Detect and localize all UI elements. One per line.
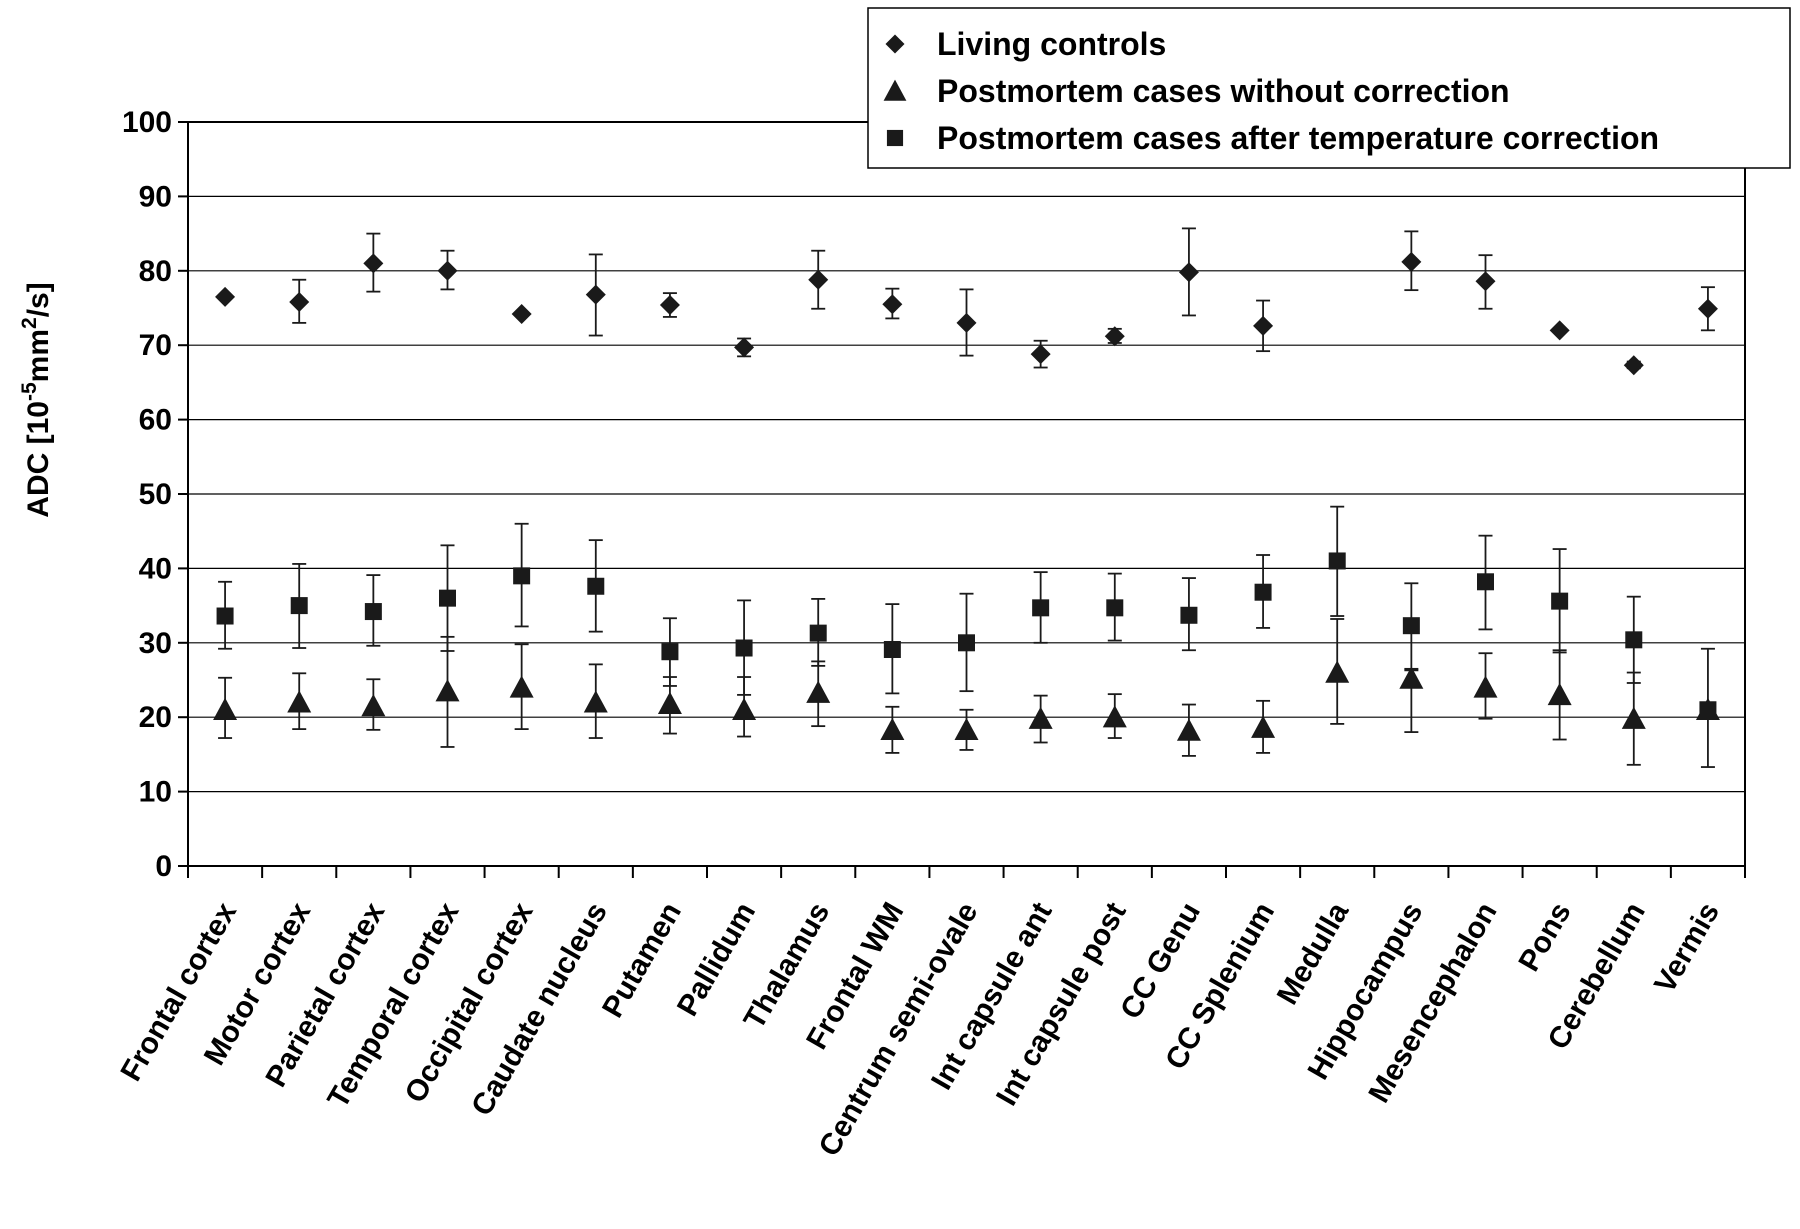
- data-point-diamond: [808, 269, 829, 290]
- data-point-square: [364, 603, 382, 621]
- legend-marker-square: [886, 129, 904, 147]
- data-point-triangle: [1621, 706, 1646, 729]
- legend-box: [867, 7, 1791, 169]
- data-point-diamond: [882, 294, 903, 315]
- y-tick-label: 60: [139, 404, 172, 437]
- data-point-square: [1477, 573, 1494, 591]
- data-point-square: [1254, 583, 1272, 601]
- data-point-triangle: [1028, 706, 1053, 729]
- series-square: [216, 505, 1717, 719]
- data-point-square: [735, 639, 753, 657]
- data-point-diamond: [956, 312, 977, 333]
- data-point-diamond: [511, 303, 532, 324]
- data-point-diamond: [1104, 326, 1125, 347]
- data-point-triangle: [657, 691, 682, 715]
- data-point-triangle: [806, 680, 831, 703]
- data-point-square: [587, 577, 605, 595]
- data-point-triangle: [1473, 675, 1498, 698]
- y-tick-label: 30: [139, 627, 172, 660]
- data-point-square: [513, 567, 531, 585]
- data-point-triangle: [1102, 705, 1127, 728]
- data-point-triangle: [583, 690, 608, 713]
- data-point-triangle: [954, 717, 979, 741]
- y-tick-label: 100: [122, 106, 172, 139]
- legend-marker-diamond: [885, 34, 905, 54]
- data-point-diamond: [1401, 251, 1422, 272]
- data-point-square: [1402, 617, 1420, 635]
- series-triangle: [213, 618, 1720, 768]
- series-diamond: [215, 227, 1718, 376]
- data-point-diamond: [289, 292, 310, 313]
- legend: Living controls Postmortem cases without …: [867, 7, 1791, 169]
- data-point-square: [439, 589, 456, 607]
- data-point-diamond: [215, 286, 236, 307]
- data-point-diamond: [1030, 344, 1051, 365]
- data-point-triangle: [1547, 682, 1572, 706]
- data-point-square: [1180, 606, 1198, 624]
- data-point-square: [1551, 592, 1569, 610]
- data-point-square: [958, 634, 975, 652]
- data-point-square: [1625, 631, 1643, 649]
- data-point-diamond: [363, 253, 384, 274]
- data-point-triangle: [732, 697, 757, 720]
- x-category-label: Vermis: [1648, 897, 1726, 999]
- legend-label: Postmortem cases after temperature corre…: [937, 120, 1659, 156]
- data-point-square: [1106, 599, 1124, 617]
- data-series: [213, 227, 1720, 768]
- data-point-triangle: [1251, 715, 1276, 738]
- data-point-square: [1032, 599, 1050, 617]
- data-point-diamond: [1623, 355, 1644, 376]
- data-point-triangle: [361, 694, 386, 717]
- data-point-diamond: [1253, 315, 1274, 336]
- x-category-label: Temporal cortex: [321, 897, 465, 1114]
- data-point-square: [1699, 701, 1717, 719]
- data-point-triangle: [1399, 666, 1424, 689]
- y-tick-label: 50: [139, 478, 172, 511]
- data-point-diamond: [734, 337, 755, 358]
- y-tick-label: 10: [139, 776, 172, 809]
- data-point-square: [809, 624, 827, 642]
- y-tick-label: 90: [139, 180, 172, 213]
- y-tick-label: 0: [155, 850, 172, 883]
- data-point-triangle: [287, 690, 312, 713]
- y-tick-label: 80: [139, 255, 172, 288]
- legend-label: Living controls: [937, 26, 1166, 62]
- data-point-triangle: [509, 675, 534, 698]
- y-tick-label: 40: [139, 552, 172, 585]
- y-axis-title: ADC [10-5mm2/s]: [18, 282, 55, 517]
- data-point-triangle: [213, 697, 238, 720]
- data-point-square: [1328, 552, 1346, 570]
- legend-marker-triangle: [883, 79, 907, 101]
- x-category-label: Pons: [1512, 897, 1577, 977]
- data-point-diamond: [585, 284, 606, 305]
- data-point-diamond: [437, 260, 458, 281]
- gridlines: [188, 195, 1745, 793]
- data-point-triangle: [1325, 660, 1350, 683]
- x-category-label: Medulla: [1271, 897, 1356, 1010]
- data-point-triangle: [1176, 718, 1201, 741]
- y-axis: 0 10 20 30 40 50 60 70 80 90 100: [122, 106, 188, 883]
- data-point-square: [216, 607, 234, 625]
- data-point-triangle: [435, 679, 460, 702]
- data-point-diamond: [1549, 320, 1570, 341]
- data-point-triangle: [880, 717, 905, 741]
- y-tick-label: 20: [139, 701, 172, 734]
- data-point-diamond: [1178, 262, 1199, 283]
- legend-label: Postmortem cases without correction: [937, 73, 1510, 109]
- x-category-label: Caudate nucleus: [465, 897, 614, 1121]
- data-point-square: [661, 643, 679, 661]
- data-point-diamond: [659, 295, 680, 316]
- data-point-diamond: [1697, 298, 1718, 319]
- data-point-diamond: [1475, 271, 1496, 292]
- data-point-square: [290, 597, 308, 615]
- data-point-square: [883, 640, 901, 658]
- y-tick-label: 70: [139, 329, 172, 362]
